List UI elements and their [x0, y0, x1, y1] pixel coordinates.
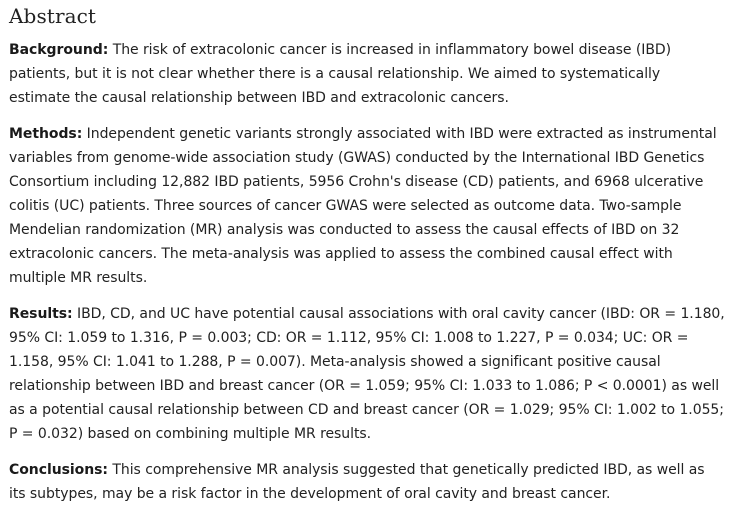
- conclusions-heading: Conclusions:: [9, 462, 108, 478]
- conclusions-text: This comprehensive MR analysis suggested…: [9, 462, 705, 502]
- abstract-title: Abstract: [9, 4, 97, 28]
- background-heading: Background:: [9, 42, 109, 58]
- methods-paragraph: Methods: Independent genetic variants st…: [9, 122, 725, 290]
- methods-heading: Methods:: [9, 126, 83, 142]
- background-text: The risk of extracolonic cancer is incre…: [9, 42, 672, 106]
- results-paragraph: Results: IBD, CD, and UC have potential …: [9, 302, 725, 446]
- conclusions-paragraph: Conclusions: This comprehensive MR analy…: [9, 458, 725, 506]
- results-heading: Results:: [9, 306, 73, 322]
- abstract-section: Abstract Background: The risk of extraco…: [9, 0, 725, 518]
- results-text: IBD, CD, and UC have potential causal as…: [9, 306, 725, 442]
- background-paragraph: Background: The risk of extracolonic can…: [9, 38, 725, 110]
- methods-text: Independent genetic variants strongly as…: [9, 126, 717, 286]
